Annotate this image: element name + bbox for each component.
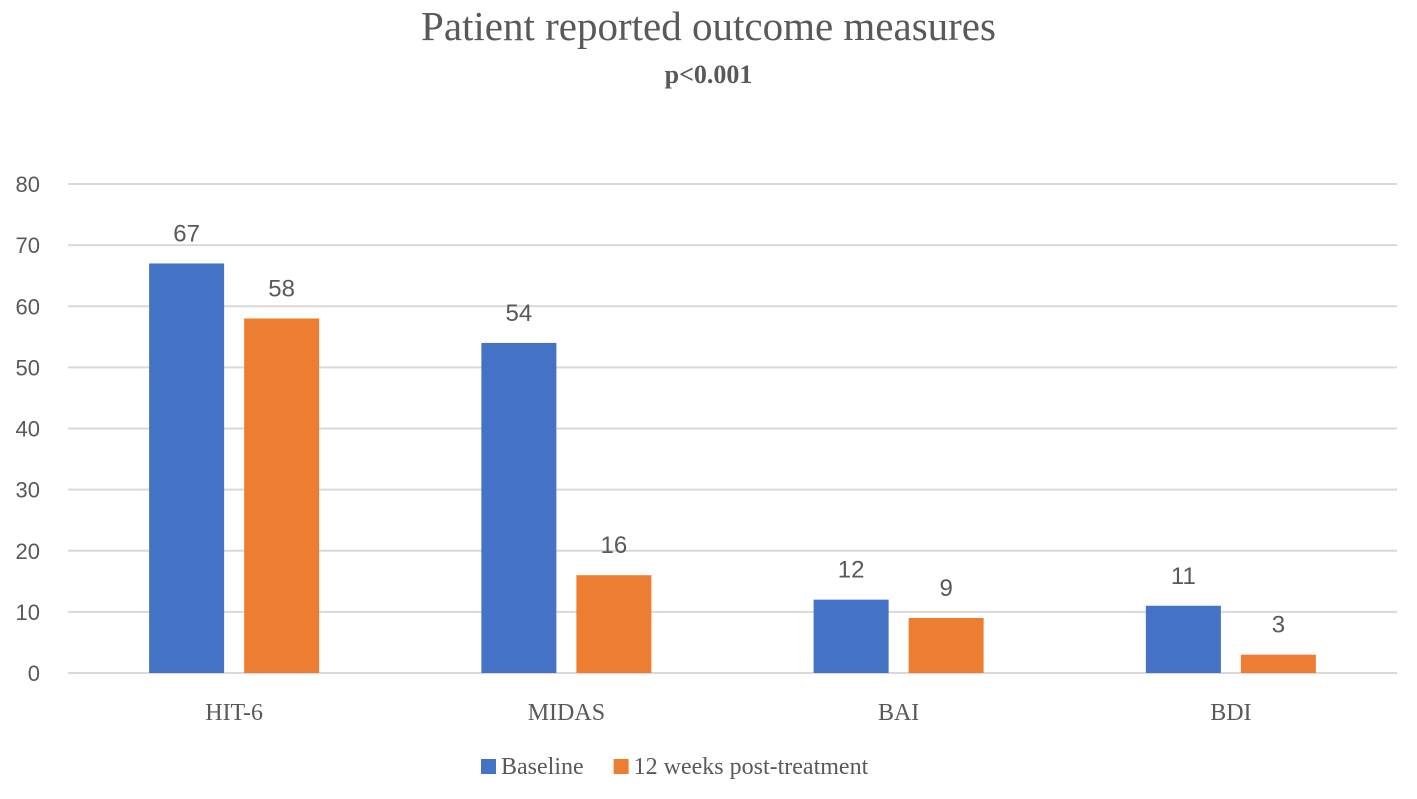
bar-12-weeks-post-treatment-hit-6 bbox=[244, 318, 320, 673]
chart-title: Patient reported outcome measures bbox=[421, 3, 996, 49]
bar-baseline-midas bbox=[481, 342, 557, 673]
y-tick-label: 40 bbox=[16, 417, 40, 442]
bar-baseline-bai bbox=[813, 599, 889, 673]
bar-12-weeks-post-treatment-bdi bbox=[1240, 654, 1316, 673]
bar-12-weeks-post-treatment-bai bbox=[908, 617, 984, 673]
legend-label: 12 weeks post-treatment bbox=[634, 754, 869, 780]
y-tick-label: 60 bbox=[16, 294, 40, 319]
data-label: 67 bbox=[173, 220, 200, 247]
bar-baseline-hit-6 bbox=[149, 263, 225, 673]
x-tick-label: BDI bbox=[1210, 700, 1251, 726]
legend-label: Baseline bbox=[501, 754, 584, 780]
y-tick-label: 20 bbox=[16, 539, 40, 564]
data-label: 3 bbox=[1272, 612, 1285, 639]
y-tick-label: 30 bbox=[16, 478, 40, 503]
chart-subtitle: p<0.001 bbox=[664, 60, 753, 89]
legend-swatch bbox=[481, 759, 496, 774]
data-label: 54 bbox=[506, 300, 533, 327]
bar-baseline-bdi bbox=[1145, 605, 1221, 673]
x-tick-label: MIDAS bbox=[528, 700, 605, 726]
data-label: 11 bbox=[1171, 563, 1196, 590]
data-label: 9 bbox=[939, 575, 952, 602]
bar-12-weeks-post-treatment-midas bbox=[576, 575, 652, 673]
x-tick-label: HIT-6 bbox=[205, 700, 263, 726]
y-tick-label: 70 bbox=[16, 233, 40, 258]
legend-swatch bbox=[613, 759, 629, 774]
data-label: 12 bbox=[838, 557, 865, 584]
y-tick-label: 0 bbox=[28, 661, 40, 686]
y-tick-label: 50 bbox=[16, 355, 40, 380]
x-tick-label: BAI bbox=[878, 700, 919, 726]
data-label: 16 bbox=[601, 532, 628, 559]
data-label: 58 bbox=[268, 275, 295, 302]
y-tick-label: 10 bbox=[16, 600, 40, 625]
y-tick-label: 80 bbox=[16, 172, 40, 197]
